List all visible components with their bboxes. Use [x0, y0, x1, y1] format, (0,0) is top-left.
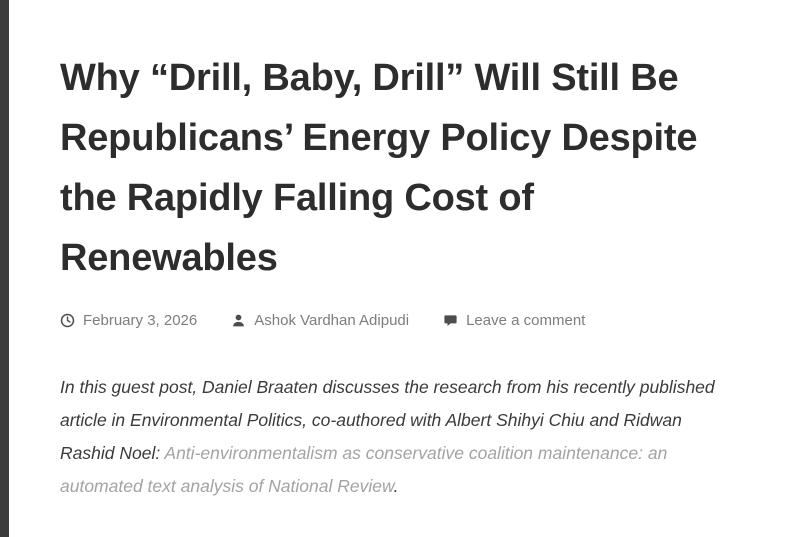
- clock-icon: [60, 313, 75, 328]
- person-icon: [231, 313, 246, 328]
- post-date: February 3, 2026: [83, 312, 198, 330]
- meta-date: February 3, 2026: [60, 312, 197, 329]
- intro-paragraph: In this guest post, Daniel Braaten discu…: [60, 371, 730, 503]
- article-title-link[interactable]: Anti-environmentalism as conservative co…: [60, 442, 668, 496]
- intro-text-end: .: [393, 475, 399, 496]
- author-link[interactable]: Ashok Vardhan Adipudi: [254, 312, 410, 330]
- speech-bubble-icon: [443, 313, 458, 328]
- post-title: Why “Drill, Baby, Drill” Will Still Be R…: [60, 57, 698, 280]
- meta-author: Ashok Vardhan Adipudi: [231, 312, 409, 329]
- meta-comments: Leave a comment: [443, 312, 585, 329]
- left-edge-bar: [0, 0, 9, 537]
- post-meta: February 3, 2026 Ashok Vardhan Adipudi L…: [60, 312, 740, 329]
- post-content: Why “Drill, Baby, Drill” Will Still Be R…: [60, 48, 740, 503]
- intro-text: In this guest post, Daniel Braaten discu…: [60, 377, 715, 463]
- leave-comment-link[interactable]: Leave a comment: [466, 312, 586, 330]
